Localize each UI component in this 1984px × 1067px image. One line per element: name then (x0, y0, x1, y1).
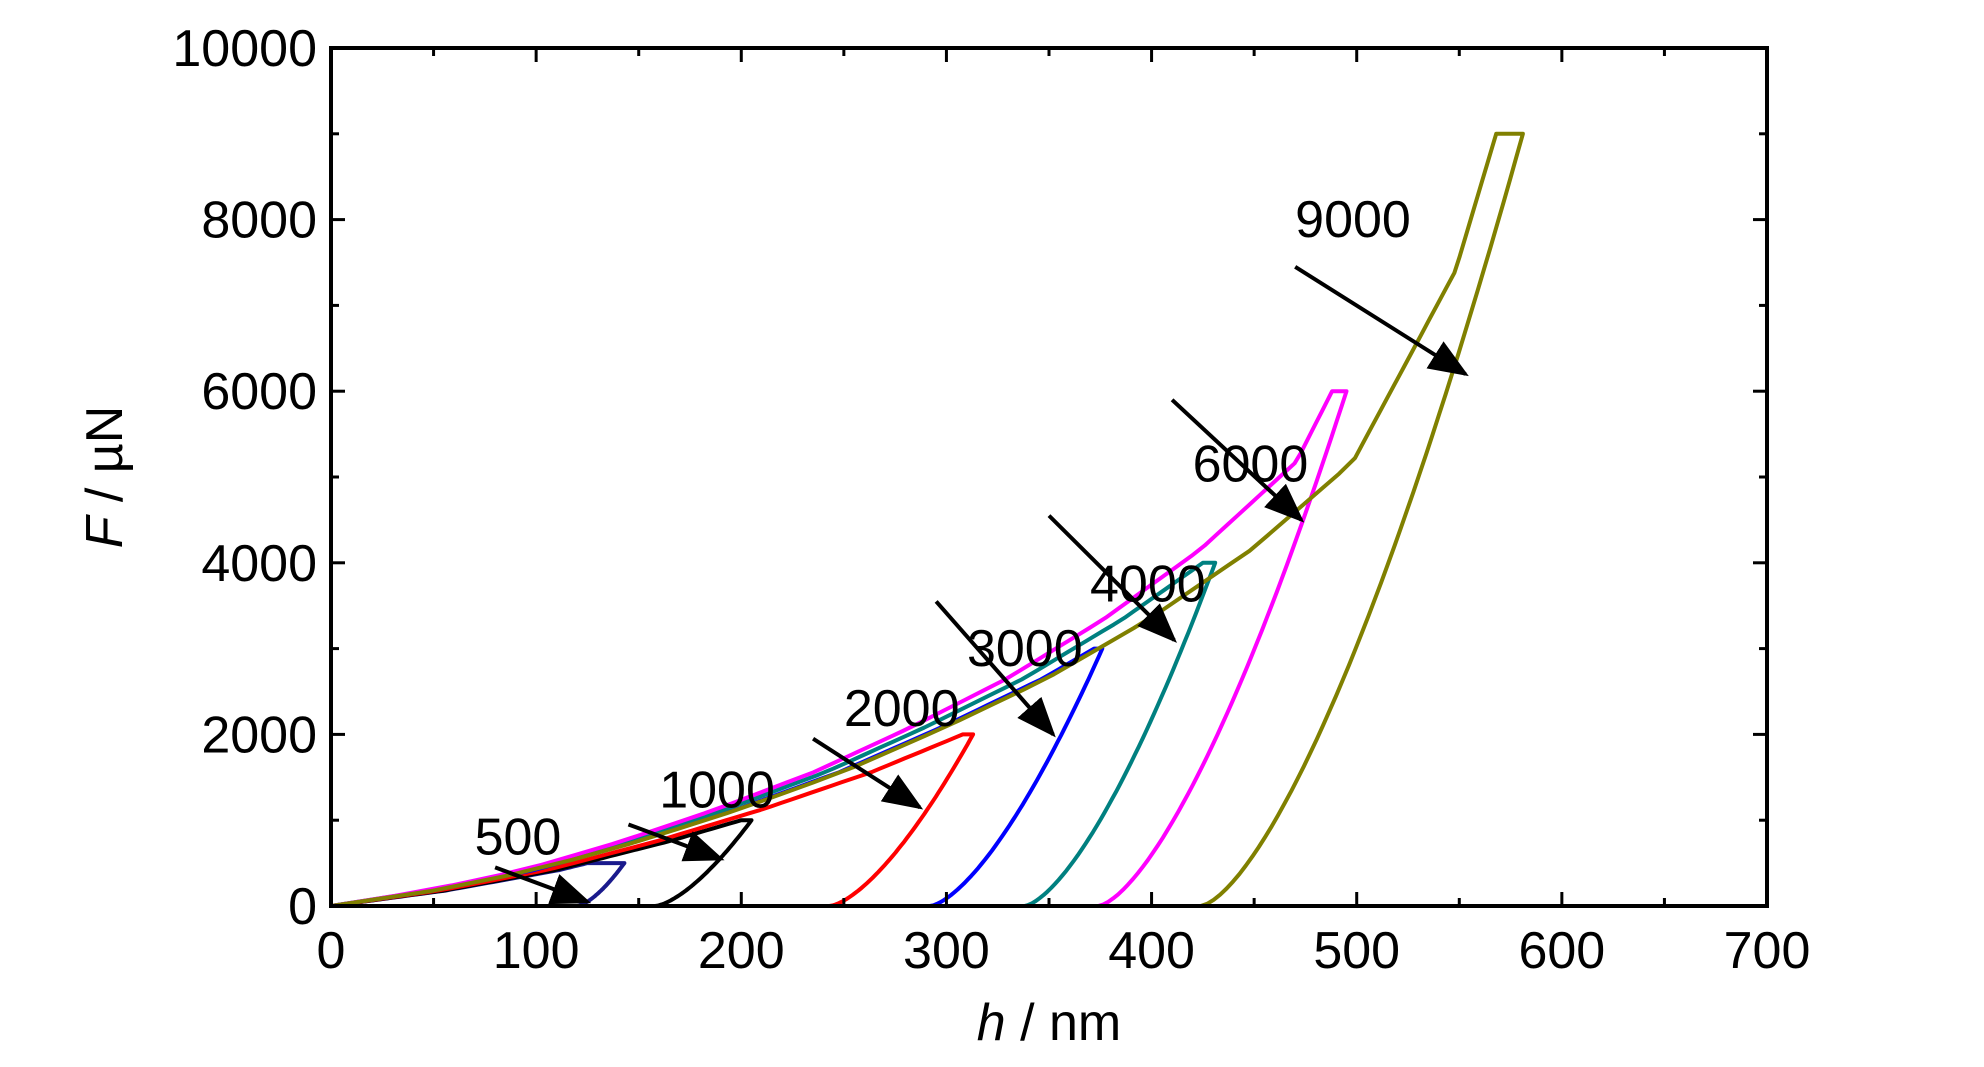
annotation-label-4000: 4000 (1090, 555, 1206, 613)
x-tick-label: 200 (698, 922, 785, 980)
annotation-label-3000: 3000 (967, 620, 1083, 678)
annotation-label-9000: 9000 (1295, 191, 1411, 249)
x-tick-label: 300 (903, 922, 990, 980)
x-tick-label: 600 (1518, 922, 1605, 980)
series-line-2000 (330, 732, 976, 908)
annotation-arrow-2000 (812, 737, 924, 810)
y-tick-label: 10000 (172, 20, 317, 78)
x-tick-label: 100 (493, 922, 580, 980)
annotation-label-500: 500 (475, 809, 562, 867)
annotation-label-2000: 2000 (844, 680, 960, 738)
y-axis-var: F (76, 513, 134, 548)
annotation-label-1000: 1000 (659, 761, 775, 819)
annotation-arrow-1000 (627, 822, 725, 862)
annotation-arrow-500 (494, 865, 592, 905)
x-axis-var: h (977, 994, 1006, 1052)
x-tick-label: 500 (1313, 922, 1400, 980)
annotation-label-6000: 6000 (1193, 435, 1309, 493)
series-line-4000 (330, 560, 1218, 908)
series-line-6000 (330, 389, 1349, 908)
y-tick-label: 0 (288, 878, 317, 936)
y-axis-title: F / µN (76, 406, 134, 549)
x-tick-label: 400 (1108, 922, 1195, 980)
plot-frame (329, 46, 1769, 908)
y-tick-label: 2000 (201, 706, 317, 764)
annotation-arrow-6000 (1170, 398, 1305, 523)
y-axis-unit: / µN (76, 406, 134, 517)
y-tick-label: 4000 (201, 535, 317, 593)
ticks-layer: 0 100 200 300 400 500 600 700 0 2000 4000 6000 8000 1… (172, 20, 1810, 980)
annotation-arrow-3000 (934, 600, 1056, 738)
x-axis-unit: / nm (1006, 994, 1122, 1052)
x-axis-title: h / nm (977, 994, 1122, 1052)
x-tick-label: 0 (317, 922, 346, 980)
y-tick-label: 8000 (201, 192, 317, 250)
annotation-arrow-9000 (1294, 265, 1469, 377)
x-tick-label: 700 (1724, 922, 1811, 980)
annotation-arrow-4000 (1047, 514, 1177, 643)
y-tick-label: 6000 (201, 363, 317, 421)
curves-layer (330, 131, 1525, 908)
series-line-9000 (330, 131, 1525, 908)
